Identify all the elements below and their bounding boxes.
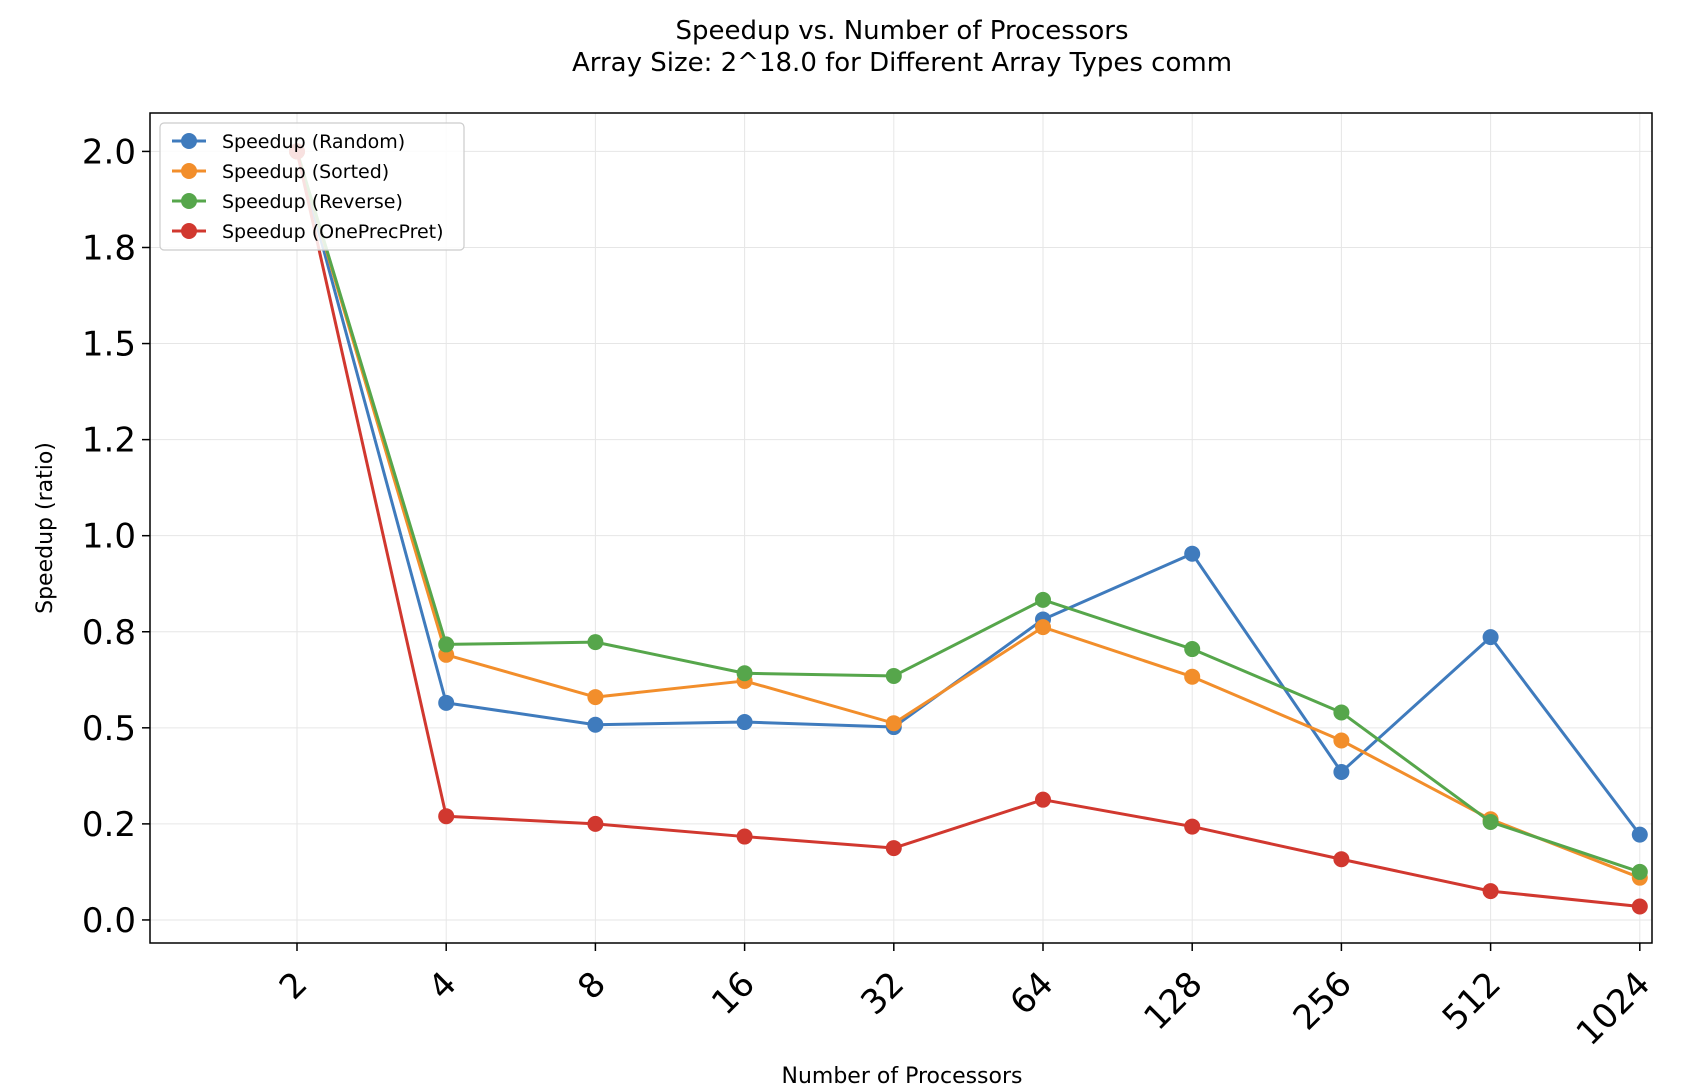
data-point	[736, 828, 753, 845]
y-tick-label: 1.2	[82, 421, 136, 461]
y-tick-label: 0.8	[82, 613, 136, 653]
series-line	[295, 151, 1641, 836]
legend-box	[159, 122, 465, 251]
data-point	[1184, 668, 1201, 685]
x-axis-ticks: 2 4 8 16 32 64 128 256 512 1024	[272, 943, 1658, 1054]
x-tick-label: 4	[421, 964, 465, 1008]
x-tick-label: 32	[853, 964, 912, 1023]
data-point	[885, 840, 902, 857]
series-3	[289, 143, 1648, 880]
data-point	[1333, 704, 1350, 721]
series-line	[295, 150, 1641, 880]
legend-label: Speedup (Sorted)	[222, 161, 389, 183]
y-tick-label: 1.8	[82, 228, 136, 268]
data-point	[1333, 732, 1350, 749]
data-point	[1631, 863, 1648, 880]
legend-marker	[181, 163, 197, 179]
data-point	[438, 636, 455, 653]
chart-subtitle: Array Size: 2^18.0 for Different Array T…	[572, 48, 1232, 78]
data-point	[1482, 629, 1499, 646]
data-point	[1333, 851, 1350, 868]
data-point	[736, 665, 753, 682]
legend: Speedup (Random) Speedup (Sorted) Speedup …	[159, 122, 465, 251]
data-point	[736, 714, 753, 731]
data-point	[1035, 591, 1051, 608]
legend-label: Speedup (Reverse)	[222, 191, 403, 213]
series-2	[289, 143, 1648, 886]
series-lines	[289, 143, 1648, 915]
x-tick-label: 8	[570, 964, 614, 1008]
data-point	[587, 815, 604, 832]
data-point	[1035, 791, 1051, 808]
data-point	[587, 689, 604, 706]
y-tick-label: 0.5	[82, 709, 136, 749]
series-4	[289, 143, 1648, 915]
y-tick-label: 1.0	[82, 517, 136, 557]
y-axis-label: Speedup (ratio)	[33, 442, 58, 614]
y-tick-label: 0.0	[82, 901, 136, 941]
data-point	[1184, 641, 1201, 658]
series-line	[295, 151, 1640, 908]
data-point	[1184, 818, 1201, 835]
data-point	[1631, 898, 1648, 915]
data-point	[1631, 826, 1648, 843]
data-point	[1482, 883, 1499, 900]
x-tick-label: 2	[272, 964, 316, 1008]
data-point	[1333, 764, 1350, 781]
x-tick-label: 64	[1002, 964, 1061, 1023]
data-point	[1184, 545, 1201, 562]
chart-title: Speedup vs. Number of Processors	[675, 16, 1128, 46]
data-point	[885, 667, 902, 684]
y-tick-label: 2.0	[82, 132, 136, 172]
data-point	[438, 808, 455, 825]
data-point	[1035, 619, 1051, 636]
x-tick-label: 1024	[1569, 964, 1658, 1053]
legend-marker	[181, 223, 197, 239]
x-tick-label: 128	[1136, 964, 1210, 1038]
legend-label: Speedup (Random)	[222, 131, 405, 153]
plot-area-frame	[149, 112, 1653, 944]
data-point	[587, 716, 604, 733]
series-line	[295, 150, 1641, 874]
legend-marker	[181, 193, 197, 209]
y-tick-label: 1.5	[82, 325, 136, 365]
data-point	[1482, 813, 1499, 830]
legend-marker	[181, 133, 197, 149]
legend-label: Speedup (OnePrecPret)	[222, 221, 444, 243]
x-tick-label: 256	[1286, 964, 1360, 1038]
x-tick-label: 512	[1435, 964, 1509, 1038]
data-point	[587, 634, 604, 651]
y-axis-ticks: 0.0 0.2 0.5 0.8 1.0 1.2 1.5 1.8 2.0	[82, 132, 150, 941]
x-axis-label: Number of Processors	[782, 1064, 1023, 1089]
x-tick-label: 16	[704, 964, 763, 1023]
y-tick-label: 0.2	[82, 805, 136, 845]
data-point	[885, 715, 902, 732]
data-point	[438, 694, 455, 711]
series-1	[289, 143, 1648, 843]
